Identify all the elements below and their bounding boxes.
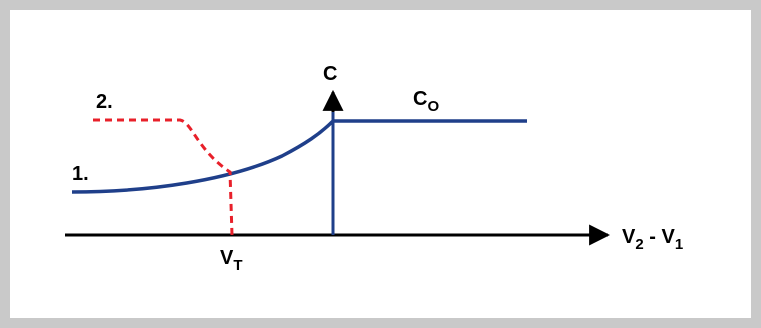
vt-main: V (220, 247, 234, 269)
curve-2 (93, 118, 234, 236)
x-axis-label: V2 - V1 (622, 226, 683, 253)
x-axis-sub2: 1 (675, 236, 683, 253)
x-axis-sub1: 2 (635, 236, 643, 253)
curve-1 (71, 119, 527, 194)
asymptote-label: CO (413, 88, 439, 115)
y-axis-label: C (323, 63, 337, 85)
asymptote-main: C (413, 88, 427, 110)
x-axis-main: V (622, 226, 636, 248)
asymptote-sub: O (427, 98, 439, 115)
curve-1-label: 1. (72, 163, 89, 185)
x-axis-sep: - V (644, 226, 676, 248)
vt-label: VT (220, 247, 243, 274)
curve-2-label: 2. (96, 91, 113, 113)
vt-sub: T (233, 257, 242, 274)
